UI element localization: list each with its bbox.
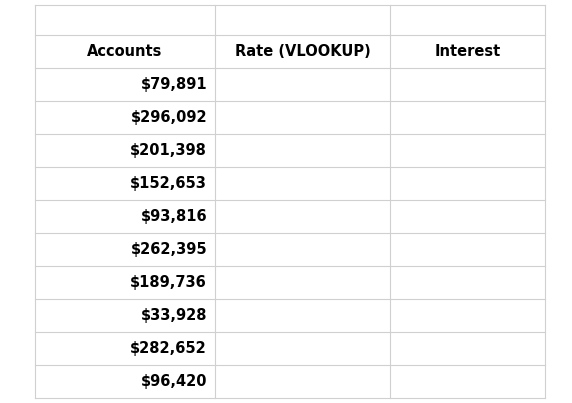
Text: $79,891: $79,891 — [140, 77, 207, 92]
Text: $262,395: $262,395 — [130, 242, 207, 257]
Text: $93,816: $93,816 — [140, 209, 207, 224]
Text: $152,653: $152,653 — [130, 176, 207, 191]
Text: $296,092: $296,092 — [130, 110, 207, 125]
Text: $96,420: $96,420 — [141, 374, 207, 389]
Text: $201,398: $201,398 — [130, 143, 207, 158]
Text: Interest: Interest — [434, 44, 500, 59]
Text: $33,928: $33,928 — [141, 308, 207, 323]
Text: $282,652: $282,652 — [130, 341, 207, 356]
Text: Accounts: Accounts — [88, 44, 162, 59]
Text: $189,736: $189,736 — [130, 275, 207, 290]
Text: Rate (VLOOKUP): Rate (VLOOKUP) — [235, 44, 371, 59]
